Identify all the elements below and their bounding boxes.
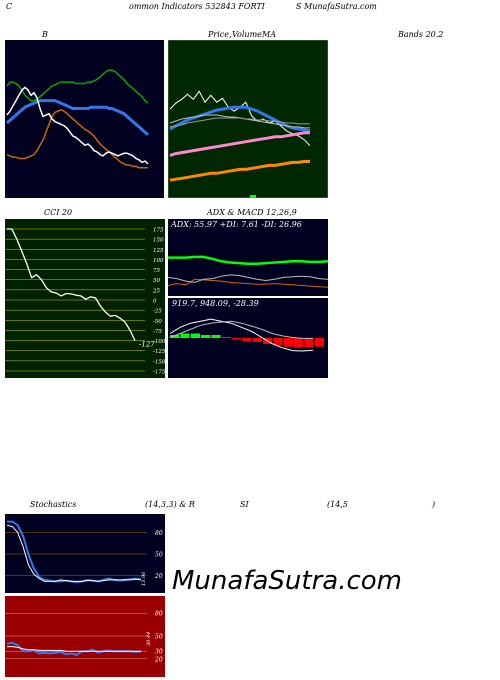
rsi-tick-label: 50 [155,634,163,641]
header-letter: C [6,2,13,11]
price-ma-chart [168,40,328,198]
stoch-value-label: 13.96 [141,571,147,586]
adx-series-1 [168,278,328,288]
macd-chart [168,298,328,378]
macd-histogram-bar [242,338,252,341]
adx-chart [168,219,328,296]
rsi-tick-label: 30 [155,649,163,656]
macd-histogram-bar [201,335,211,338]
adx-series-0 [168,255,328,266]
rsi-value-label: 30.44 [146,632,152,646]
macd-series-0 [169,318,314,352]
adx-readout: ADX: 55.97 +DI: 7.61 -DI: 26.96 [171,220,302,229]
cci-tick-label: -175 [153,370,165,376]
cci-tick-label: -25 [153,309,162,315]
macd-histogram-bar [221,337,231,338]
bollinger-bg [5,40,164,198]
rsi-tick-label: 80 [155,611,163,618]
cci-tick-label: 150 [153,238,164,244]
cci-tick-label: 50 [153,278,160,284]
cci-tick-label: -75 [153,329,162,335]
stoch-series-1 [6,524,142,582]
cci-tick-label: 175 [153,228,164,234]
cci-chart: 175 150 125 100 75 50 25 0 -25 -50 -75 -100 -125 -150… [5,219,165,378]
cci-line [7,228,136,341]
stoch-tick-label: 80 [155,530,163,537]
macd-histogram-bar [211,335,221,338]
price-title: Price, [208,30,232,39]
macd-histogram-bar [232,338,242,340]
stoch-tick-label: 20 [154,573,163,580]
bb-title: B [42,30,48,39]
cci-tick-label: 125 [153,248,164,254]
cci-tick-label: 100 [153,258,164,264]
bollinger-chart [5,40,164,198]
cci-tick-label: 25 [152,288,160,294]
cci-tick-label: 0 [153,299,157,305]
ma-title: MA [262,30,276,39]
macd-readout: 919.7, 948.09, -28.39 [172,299,259,308]
stoch-params: (14,3,3) & R [145,500,195,509]
macd-series-1 [169,320,313,339]
stochastics-chart: 80 50 20 13.96 [5,514,165,593]
cci-tick-label: -50 [153,319,162,325]
cci-tick-label: -125 [153,349,165,355]
rsi-bg [5,596,165,677]
rsi-series-1 [7,646,141,652]
rsi-params: (14,5 [327,500,348,509]
adx-macd-title: ADX & MACD 12,26,9 [207,208,297,217]
cci-title: CCI 20 [44,208,73,217]
ma-series-3 [169,117,310,128]
cci-last-value: -127 [139,341,155,349]
ma-series-5 [169,160,310,182]
macd-histogram-bar [294,338,304,348]
adx-series-2 [168,274,328,283]
macd-histogram-bar [304,338,314,348]
macd-histogram-bar [170,335,180,338]
volume-title: Volume [232,30,262,39]
ma-series-4 [169,131,310,157]
rsi-title-part: SI [240,500,249,509]
bb-series-3 [6,86,149,165]
rsi-tick-label: 20 [154,656,163,663]
rsi-paren: ) [432,500,436,509]
macd-histogram-bar [273,338,283,346]
watermark: MunafaSutra.com [172,566,403,596]
cci-tick-label: -150 [153,359,165,365]
bb-series-0 [6,69,149,104]
header-title: ommon Indicators 532843 FORTI [129,2,265,11]
macd-histogram-bar [252,338,262,342]
stoch-tick-label: 50 [155,552,163,559]
macd-histogram-bar [314,338,324,347]
bb-series-1 [5,99,149,136]
bands-title: Bands 20.2 [398,30,444,39]
cci-tick-label: -100 [153,339,165,345]
cci-tick-label: 75 [153,268,160,274]
macd-histogram-bar [180,333,190,338]
macd-histogram-bar [190,333,200,338]
stoch-title: Stochastics [30,500,77,509]
volume-bar [250,195,256,198]
macd-histogram-bar [283,338,293,347]
header-site: S MunafaSutra.com [296,2,377,11]
bb-series-2 [6,108,148,169]
